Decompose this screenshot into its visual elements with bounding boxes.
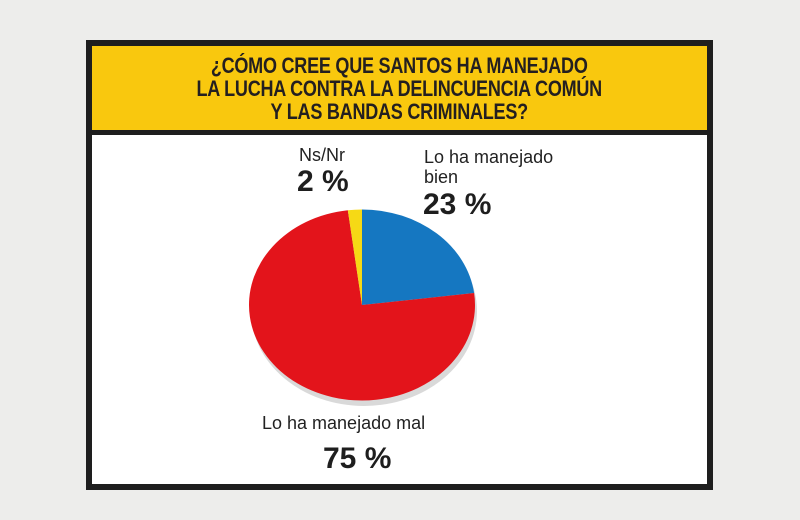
label-nsnr: Ns/Nr bbox=[299, 145, 345, 165]
pie-slice-0 bbox=[362, 209, 475, 305]
label-bien: Lo ha manejado bien bbox=[424, 147, 554, 187]
value-nsnr: 2 % bbox=[297, 165, 349, 198]
pie-slice-2 bbox=[347, 209, 362, 305]
chart-frame: ¿CÓMO CREE QUE SANTOS HA MANEJADO LA LUC… bbox=[86, 40, 713, 490]
pie-slice-1 bbox=[249, 210, 476, 401]
chart-title: ¿CÓMO CREE QUE SANTOS HA MANEJADO LA LUC… bbox=[196, 52, 603, 124]
title-banner: ¿CÓMO CREE QUE SANTOS HA MANEJADO LA LUC… bbox=[92, 46, 707, 135]
value-bien: 23 % bbox=[423, 188, 492, 221]
label-mal: Lo ha manejado mal bbox=[262, 413, 426, 433]
value-mal: 75 % bbox=[323, 442, 392, 475]
